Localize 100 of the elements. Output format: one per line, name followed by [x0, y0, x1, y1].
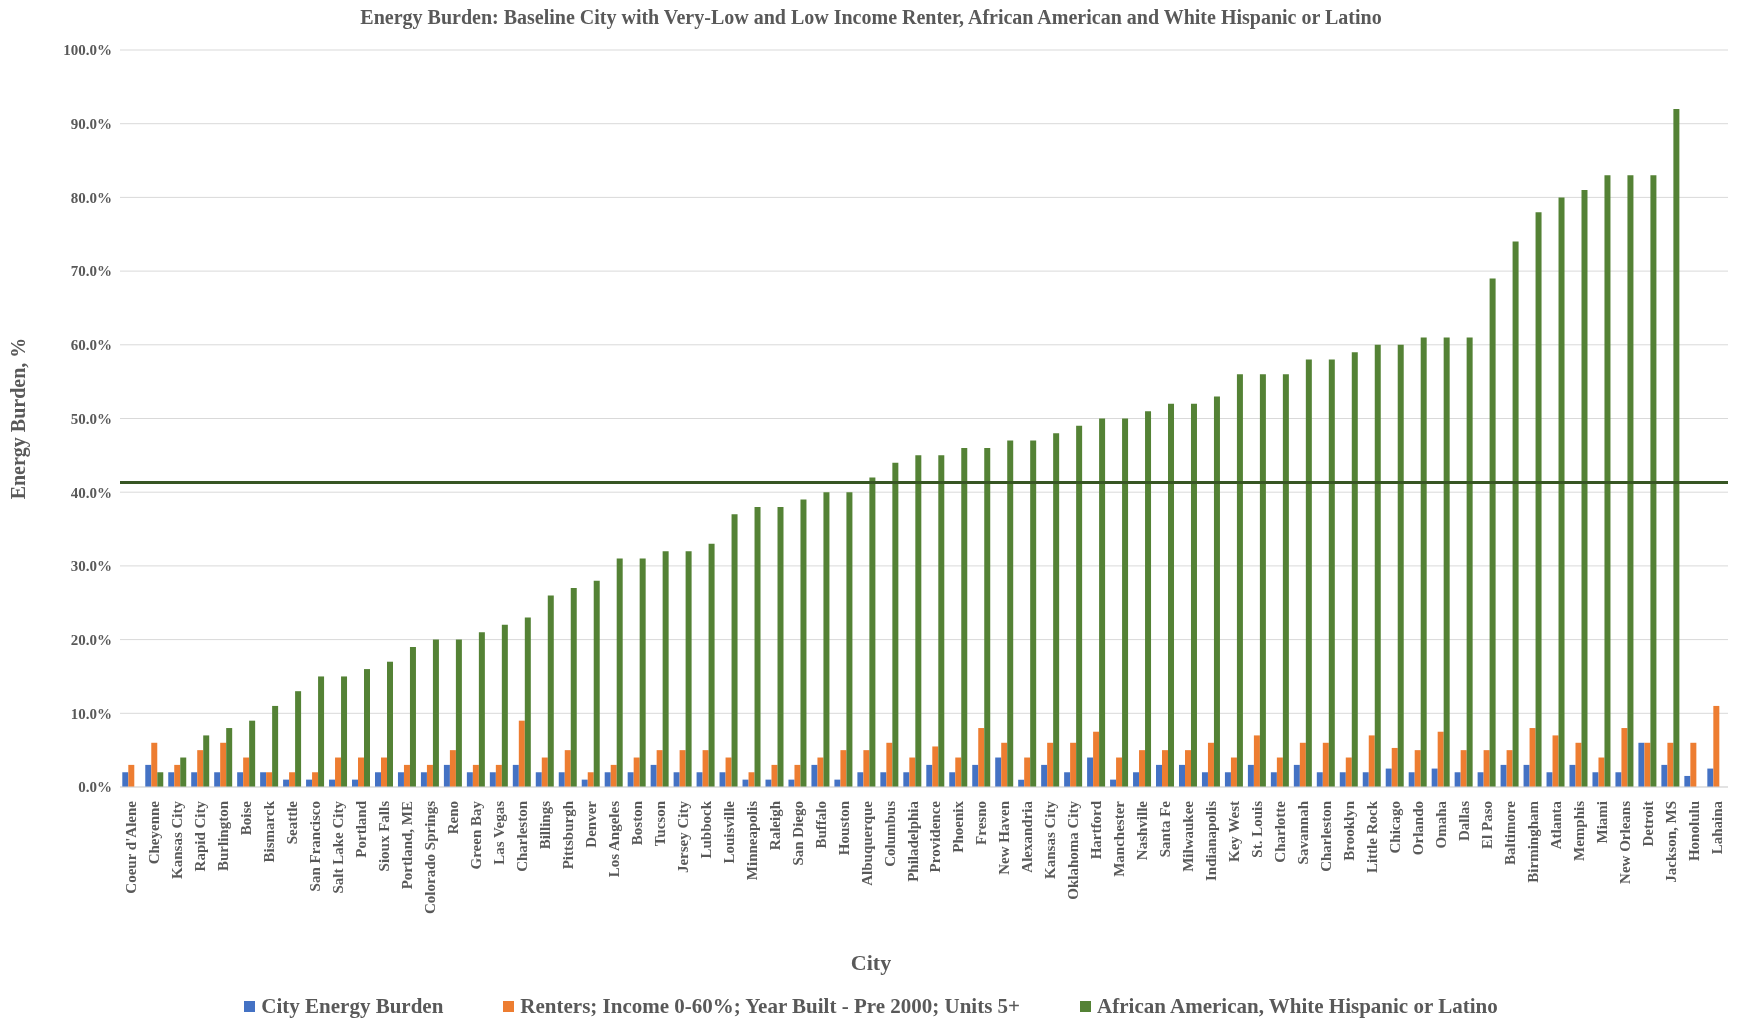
bar — [220, 742, 227, 787]
bar — [1707, 768, 1714, 787]
bar — [1247, 764, 1254, 787]
bar — [1667, 742, 1674, 787]
bar — [587, 772, 594, 787]
bar — [869, 477, 876, 787]
bar — [420, 772, 427, 787]
bar — [1627, 175, 1634, 787]
x-tick-label: Louisville — [720, 800, 737, 864]
x-tick-label: Lahaina — [1708, 800, 1725, 855]
bar — [1391, 747, 1398, 787]
x-tick-label: Orlando — [1409, 801, 1426, 856]
x-tick-label: Burlington — [215, 800, 232, 872]
bar — [1466, 337, 1473, 787]
bar — [1087, 757, 1094, 787]
bar — [318, 676, 325, 787]
bar — [1408, 772, 1415, 787]
x-tick-label: Providence — [927, 800, 944, 873]
bar — [1690, 742, 1697, 787]
bar — [1506, 750, 1513, 787]
bar — [1535, 212, 1542, 787]
bar — [1305, 359, 1312, 787]
bar — [1201, 772, 1208, 787]
y-tick-label: 80.0% — [70, 189, 112, 206]
bar — [1053, 433, 1060, 787]
bar — [289, 772, 296, 787]
bar — [1397, 344, 1404, 787]
bar — [455, 639, 462, 787]
x-tick-label: Coeur d'Alene — [123, 800, 140, 894]
x-tick-label: Jackson, MS — [1662, 801, 1679, 883]
x-tick-label: Minneapolis — [743, 800, 760, 881]
bar — [771, 764, 778, 787]
bar — [696, 772, 703, 787]
bar — [386, 661, 393, 787]
bar — [380, 757, 387, 787]
bar — [1070, 742, 1077, 787]
x-tick-label: Alexandria — [1019, 800, 1036, 873]
x-tick-label: Santa Fe — [1157, 800, 1174, 858]
bar — [1178, 764, 1185, 787]
bar — [157, 772, 164, 787]
bar — [541, 757, 548, 787]
bar — [174, 764, 181, 787]
bar — [627, 772, 634, 787]
bar — [1558, 197, 1565, 787]
bar — [1293, 764, 1300, 787]
bar — [1351, 352, 1358, 787]
bar — [1328, 359, 1335, 787]
bar — [1414, 750, 1421, 787]
x-tick-label: Boston — [628, 800, 645, 846]
bar — [972, 764, 979, 787]
bar — [1236, 374, 1243, 787]
bar — [145, 764, 152, 787]
bar — [1437, 731, 1444, 787]
bar — [1299, 742, 1306, 787]
bar — [1253, 735, 1260, 787]
x-tick-label: Buffalo — [812, 801, 829, 849]
x-tick-label: Albuquerque — [858, 800, 875, 886]
x-tick-label: Charleston — [1318, 800, 1334, 872]
bar — [1213, 396, 1220, 787]
bar — [466, 772, 473, 787]
bar — [978, 728, 985, 787]
x-tick-label: Omaha — [1432, 800, 1449, 849]
bar — [1650, 175, 1657, 787]
y-tick-label: 20.0% — [70, 631, 112, 648]
x-tick-label: Portland, ME — [399, 801, 416, 890]
bar — [823, 492, 830, 787]
bar — [679, 750, 686, 787]
bar — [794, 764, 801, 787]
bar — [1001, 742, 1008, 787]
bar — [1575, 742, 1582, 787]
bar — [1316, 772, 1323, 787]
y-tick-label: 30.0% — [70, 558, 112, 575]
bar — [817, 757, 824, 787]
x-tick-label: Hartford — [1088, 800, 1105, 860]
bar — [1099, 418, 1106, 787]
bar — [1024, 757, 1031, 787]
x-tick-label: Phoenix — [950, 800, 967, 853]
x-axis-title: City — [849, 950, 893, 976]
bar — [1598, 757, 1605, 787]
bar — [403, 764, 410, 787]
bar — [880, 772, 887, 787]
bar — [1592, 772, 1599, 787]
x-tick-label: Memphis — [1570, 800, 1587, 861]
bar — [1512, 241, 1519, 787]
x-tick-label: Oklahoma City — [1065, 800, 1082, 900]
bar — [295, 691, 302, 787]
bar — [191, 772, 198, 787]
bar — [168, 772, 175, 787]
bar — [1156, 764, 1163, 787]
x-tick-label: Birmingham — [1524, 800, 1541, 883]
bar — [1224, 772, 1231, 787]
x-tick-label: Detroit — [1639, 801, 1656, 847]
x-tick-label: Charlotte — [1272, 800, 1289, 863]
bar — [1684, 775, 1691, 787]
bar — [535, 772, 542, 787]
bar — [1133, 772, 1140, 787]
bar — [243, 757, 250, 787]
bar — [1345, 757, 1352, 787]
bar — [266, 772, 273, 787]
y-tick-label: 50.0% — [70, 410, 112, 427]
